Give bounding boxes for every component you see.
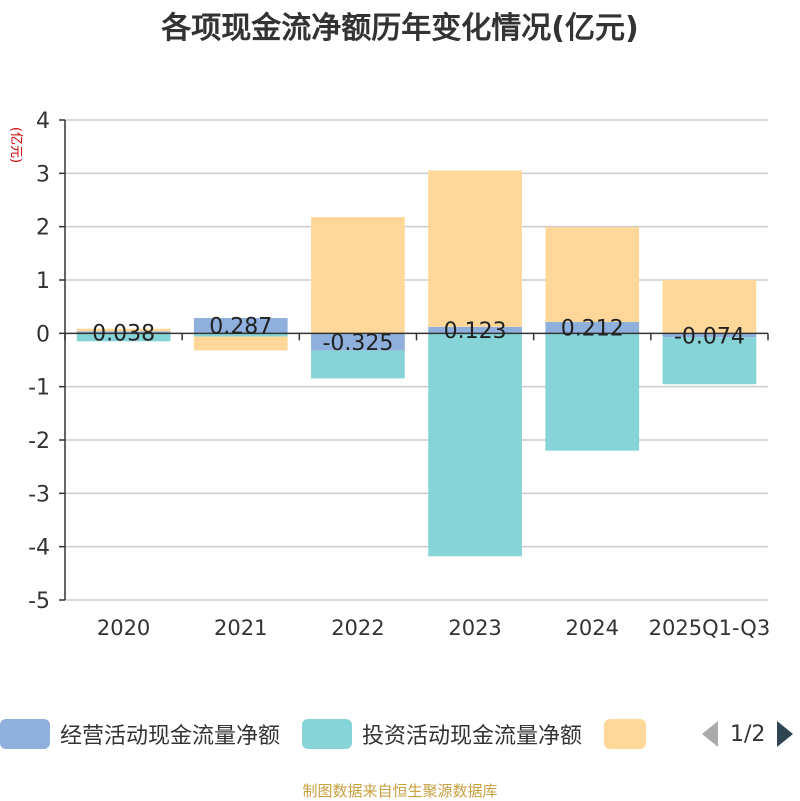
- bar-series-2-2021[interactable]: [193, 336, 288, 351]
- bar-series-1-2021[interactable]: [193, 333, 288, 337]
- x-tick-label: 2025Q1-Q3: [649, 616, 771, 640]
- bar-series-1-2020[interactable]: [76, 333, 171, 342]
- y-tick-label: 1: [36, 269, 50, 294]
- bar-series-0-2024[interactable]: [545, 322, 640, 334]
- data-label: 0.212: [561, 317, 624, 342]
- y-tick-label: 0: [36, 322, 50, 347]
- y-tick-label: -5: [28, 589, 50, 614]
- x-tick-label: 2023: [448, 616, 501, 640]
- legend: 经营活动现金流量净额 投资活动现金流量净额: [0, 718, 678, 750]
- legend-item-financing[interactable]: [604, 719, 656, 749]
- legend-page-indicator: 1/2: [730, 721, 766, 747]
- zero-axis: [64, 332, 769, 341]
- x-tick-label: 2022: [331, 616, 384, 640]
- y-tick-label: -4: [28, 536, 50, 561]
- bar-series-2-2022[interactable]: [311, 217, 405, 334]
- bar-series-2-2024[interactable]: [545, 227, 640, 323]
- y-tick-label: -2: [28, 429, 50, 454]
- legend-item-investing[interactable]: 投资活动现金流量净额: [302, 718, 582, 750]
- x-tick-label: 2020: [97, 616, 150, 640]
- legend-label-investing: 投资活动现金流量净额: [362, 724, 583, 749]
- legend-pager: 1/2: [702, 718, 794, 750]
- data-labels: 0.038 0.287 -0.325 0.123 0.212 -0.074: [92, 315, 745, 356]
- bar-series-0-2022[interactable]: [311, 333, 405, 351]
- y-tick-label: 2: [36, 216, 50, 241]
- y-axis-label: (亿元): [8, 127, 23, 163]
- bar-series-0-2025Q1-Q3[interactable]: [662, 333, 757, 338]
- legend-swatch-operating: [0, 719, 50, 749]
- bar-series-2-2025Q1-Q3[interactable]: [662, 280, 757, 334]
- x-axis: 2020 2021 2022 2023 2024 2025Q1-Q3: [97, 616, 770, 640]
- bar-series-0-2021[interactable]: [193, 318, 288, 334]
- data-label: -0.074: [674, 324, 745, 349]
- y-tick-label: -3: [28, 482, 50, 507]
- bar-series-1-2022[interactable]: [311, 350, 405, 379]
- data-label: -0.325: [322, 331, 393, 356]
- bar-series-1-2023[interactable]: [428, 333, 522, 557]
- x-tick-label: 2024: [566, 616, 619, 640]
- legend-swatch-financing: [604, 719, 647, 749]
- y-tick-label: 4: [36, 109, 50, 134]
- legend-label-operating: 经营活动现金流量净额: [60, 724, 281, 749]
- bar-series: [76, 170, 757, 557]
- bar-series-2-2023[interactable]: [428, 170, 522, 327]
- legend-item-operating[interactable]: 经营活动现金流量净额: [0, 718, 280, 750]
- bar-series-0-2023[interactable]: [428, 326, 522, 334]
- data-source-note: 制图数据来自恒生聚源数据库: [302, 782, 498, 800]
- y-tick-label: -1: [28, 376, 50, 401]
- y-axis: 4 3 2 1 0 -1 -2 -3 -4 -5: [28, 109, 66, 614]
- data-label: 0.038: [92, 321, 155, 346]
- next-page-icon[interactable]: [777, 721, 794, 747]
- y-tick-label: 3: [36, 162, 50, 187]
- bar-series-1-2025Q1-Q3[interactable]: [662, 337, 757, 385]
- x-tick-label: 2021: [214, 616, 267, 640]
- legend-swatch-investing: [302, 719, 353, 749]
- prev-page-icon[interactable]: [702, 721, 718, 747]
- chart-title: 各项现金流净额历年变化情况(亿元): [160, 11, 638, 46]
- data-label: 0.287: [209, 315, 272, 340]
- grid-lines: [65, 119, 768, 601]
- bar-series-2-2020[interactable]: [76, 328, 171, 332]
- data-label: 0.123: [444, 319, 507, 344]
- bar-series-1-2024[interactable]: [545, 333, 640, 451]
- bar-series-0-2020[interactable]: [76, 331, 171, 334]
